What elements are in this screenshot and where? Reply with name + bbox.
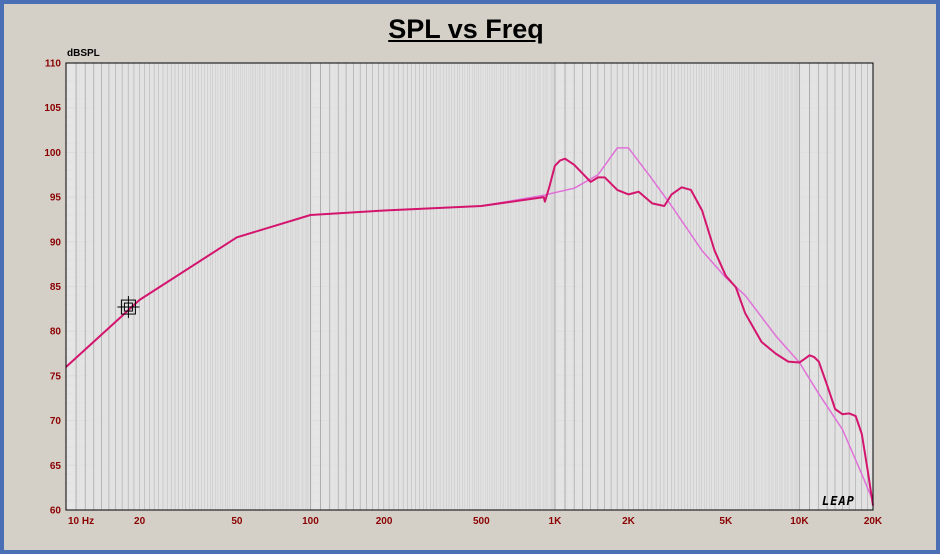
- y-tick-label: 90: [50, 237, 62, 248]
- cursor-marker-icon[interactable]: [117, 296, 140, 319]
- y-tick-label: 70: [50, 416, 62, 427]
- plot-border: [65, 62, 874, 511]
- x-tick-label: 20: [134, 516, 146, 527]
- y-tick-label: 75: [50, 371, 62, 382]
- y-axis-label: dBSPL: [67, 48, 100, 59]
- x-tick-label: 500: [473, 516, 490, 527]
- y-tick-label: 85: [50, 282, 62, 293]
- y-tick-label: 110: [45, 59, 62, 70]
- y-tick-label: 105: [44, 103, 61, 114]
- x-tick-label: 20K: [864, 516, 883, 527]
- y-axis-ticks: 60 65 70 75 80 85 90 95 100 105 110: [44, 59, 61, 517]
- x-tick-label: 1K: [549, 516, 563, 527]
- y-tick-label: 100: [44, 148, 61, 159]
- x-tick-label: 50: [231, 516, 243, 527]
- x-axis-ticks: 10 Hz 20 50 100 200 500 1K 2K 5K 10K 20K: [68, 516, 883, 527]
- y-tick-label: 65: [50, 461, 62, 472]
- chart-title: SPL vs Freq: [388, 14, 544, 44]
- x-tick-label: 10 Hz: [68, 516, 94, 527]
- leap-logo: LEAP: [822, 494, 855, 508]
- series-line-2: [65, 157, 874, 506]
- y-tick-label: 60: [50, 506, 62, 517]
- y-tick-label: 95: [50, 193, 62, 204]
- x-tick-label: 100: [302, 516, 319, 527]
- grid: [65, 62, 874, 511]
- series-group: [65, 147, 874, 506]
- x-tick-label: 10K: [790, 516, 809, 527]
- x-tick-label: 200: [376, 516, 393, 527]
- x-tick-label: 2K: [622, 516, 636, 527]
- x-tick-label: 5K: [719, 516, 733, 527]
- y-tick-label: 80: [50, 327, 62, 338]
